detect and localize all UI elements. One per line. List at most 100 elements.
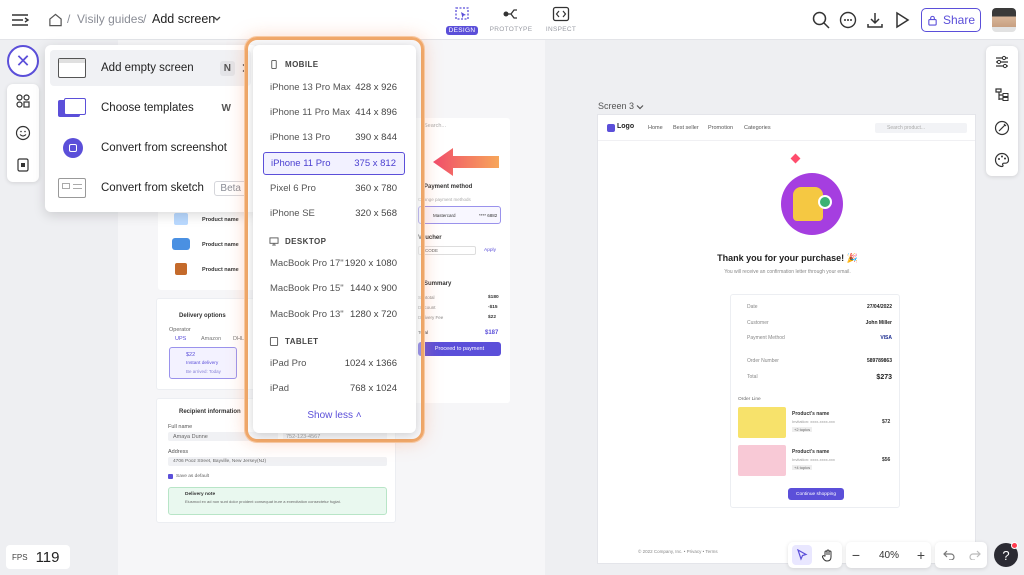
device-option[interactable]: iPad Pro 1024 x 1366 bbox=[263, 352, 405, 375]
proceed-button[interactable]: Proceed to payment bbox=[418, 342, 501, 356]
device-name: MacBook Pro 13" bbox=[270, 309, 344, 320]
camera-icon bbox=[58, 138, 86, 158]
address-label: Address bbox=[168, 449, 189, 455]
continue-shopping-button[interactable]: Continue shopping bbox=[788, 488, 844, 500]
screen-3-search[interactable]: Search product... bbox=[875, 123, 967, 133]
show-less-link[interactable]: Show less ˄ bbox=[253, 410, 416, 421]
zoom-out-button[interactable]: − bbox=[851, 547, 861, 563]
apply-button[interactable]: Apply bbox=[484, 248, 496, 253]
device-option[interactable]: iPhone 11 Pro Max 414 x 896 bbox=[263, 101, 405, 124]
screen-3-label[interactable]: Screen 3 bbox=[598, 101, 635, 111]
device-name: iPhone 11 Pro Max bbox=[270, 107, 351, 118]
question-icon: ? bbox=[1002, 547, 1010, 563]
device-option[interactable]: MacBook Pro 17" 1920 x 1080 bbox=[263, 252, 405, 275]
convert-screenshot-label: Convert from screenshot bbox=[101, 142, 227, 154]
card-digits: **** 6882 bbox=[479, 213, 498, 218]
screen-3-navbar: Logo Home Best seller Promotion Categori… bbox=[598, 115, 975, 141]
layers-icon[interactable] bbox=[994, 87, 1010, 103]
magic-icon[interactable] bbox=[994, 120, 1010, 136]
logo-icon bbox=[607, 124, 615, 132]
total-value: $187 bbox=[485, 330, 499, 336]
device-option[interactable]: Pixel 6 Pro 360 x 780 bbox=[263, 177, 405, 200]
operator-ups[interactable]: UPS bbox=[175, 336, 187, 342]
play-icon[interactable] bbox=[892, 10, 912, 30]
share-button[interactable]: Share bbox=[921, 8, 981, 32]
nav-promotion[interactable]: Promotion bbox=[708, 125, 734, 131]
operator-amazon[interactable]: Amazon bbox=[201, 336, 222, 342]
device-option[interactable]: MacBook Pro 13" 1280 x 720 bbox=[263, 303, 405, 326]
convert-screenshot-item[interactable]: Convert from screenshot bbox=[50, 130, 251, 166]
tab-inspect[interactable]: INSPECT bbox=[539, 6, 583, 33]
chevron-down-icon[interactable] bbox=[636, 103, 644, 111]
nav-home[interactable]: Home bbox=[648, 125, 663, 131]
device-option[interactable]: MacBook Pro 15" 1440 x 900 bbox=[263, 277, 405, 300]
emoji-icon[interactable] bbox=[15, 125, 31, 141]
device-option[interactable]: iPhone 13 Pro 390 x 844 bbox=[263, 126, 405, 149]
assets-icon[interactable] bbox=[15, 157, 31, 173]
tab-prototype[interactable]: PROTOTYPE bbox=[489, 6, 533, 33]
address-field[interactable]: 4706 Pooz Street, Bayville, New Jersey(N… bbox=[168, 457, 387, 466]
logo-text: Logo bbox=[617, 123, 635, 130]
order-item-thumb bbox=[738, 445, 786, 476]
voucher-field[interactable]: CODE bbox=[418, 246, 476, 255]
breadcrumb-current[interactable]: Add screen bbox=[152, 12, 216, 26]
card-option[interactable]: Mastercard **** 6882 bbox=[418, 206, 501, 224]
sliders-icon[interactable] bbox=[994, 54, 1010, 70]
select-tool-button[interactable] bbox=[792, 545, 812, 565]
summary-fee-label: Delivery Fee bbox=[418, 315, 444, 320]
summary-subtotal-value: $180 bbox=[488, 295, 499, 300]
top-bar: / Visily guides / Add screen DESIGN PROT… bbox=[0, 0, 1024, 40]
add-empty-screen-item[interactable]: Add empty screen N bbox=[50, 50, 251, 86]
redo-icon[interactable] bbox=[969, 550, 981, 560]
desktop-icon bbox=[269, 237, 279, 246]
device-option-selected[interactable]: iPhone 11 Pro 375 x 812 bbox=[263, 152, 405, 175]
nav-categories[interactable]: Categories bbox=[744, 125, 771, 131]
zoom-level[interactable]: 40% bbox=[878, 549, 899, 561]
show-less-label: Show less bbox=[307, 410, 353, 421]
search-icon[interactable] bbox=[811, 10, 831, 30]
components-icon[interactable] bbox=[15, 93, 31, 109]
download-icon[interactable] bbox=[865, 10, 885, 30]
device-option[interactable]: iPhone 13 Pro Max 428 x 926 bbox=[263, 76, 405, 99]
choose-templates-item[interactable]: Choose templates W bbox=[50, 90, 251, 126]
templates-icon bbox=[58, 98, 86, 118]
menu-icon[interactable] bbox=[10, 10, 30, 30]
comment-icon[interactable] bbox=[838, 10, 858, 30]
checkbox[interactable] bbox=[168, 474, 173, 479]
design-icon bbox=[455, 7, 469, 20]
phone-field[interactable]: 752-123-4567 bbox=[283, 432, 387, 441]
right-toolbar bbox=[986, 46, 1018, 176]
summary-title: Summary bbox=[424, 281, 452, 287]
zoom-in-button[interactable]: + bbox=[916, 547, 926, 563]
row-date-value: 27/04/2022 bbox=[866, 304, 892, 310]
close-add-menu-button[interactable]: ✕ bbox=[7, 45, 39, 77]
palette-icon[interactable] bbox=[994, 152, 1010, 168]
operator-dhl[interactable]: DHL bbox=[233, 336, 245, 342]
breadcrumb-parent[interactable]: Visily guides bbox=[77, 12, 144, 26]
undo-icon[interactable] bbox=[943, 550, 955, 560]
order-item-price: $72 bbox=[882, 419, 891, 425]
tab-design[interactable]: DESIGN bbox=[440, 6, 484, 35]
chevron-down-icon[interactable] bbox=[212, 14, 222, 24]
sketch-icon bbox=[58, 178, 86, 198]
avatar[interactable] bbox=[992, 8, 1016, 32]
home-icon[interactable] bbox=[48, 10, 63, 30]
nav-best-seller[interactable]: Best seller bbox=[673, 125, 699, 131]
save-default-label: Save as default bbox=[176, 474, 210, 479]
hand-tool-button[interactable] bbox=[818, 545, 838, 565]
instant-delivery-option[interactable]: $22 Instant delivery Be arrived: Today bbox=[169, 347, 237, 379]
device-size: 360 x 780 bbox=[355, 183, 397, 194]
product-thumb bbox=[175, 263, 187, 275]
screen-3-footer: © 2022 Company, Inc. • Privacy • Terms bbox=[638, 549, 718, 554]
device-option[interactable]: iPad 768 x 1024 bbox=[263, 377, 405, 400]
order-item-name: Product's name bbox=[792, 449, 830, 455]
payment-title: Payment method bbox=[424, 184, 473, 190]
screen-3-board[interactable]: Logo Home Best seller Promotion Categori… bbox=[597, 114, 976, 564]
convert-sketch-item[interactable]: Convert from sketch Beta bbox=[50, 170, 251, 206]
add-empty-screen-label: Add empty screen bbox=[101, 62, 194, 74]
voucher-code: CODE bbox=[425, 248, 439, 253]
full-name-field[interactable]: Amaya Dunne bbox=[168, 432, 278, 441]
checkout-search[interactable]: Search... bbox=[424, 123, 447, 129]
device-option[interactable]: iPhone SE 320 x 568 bbox=[263, 202, 405, 225]
add-screen-menu: Add empty screen N Choose templates W Co… bbox=[45, 45, 258, 212]
